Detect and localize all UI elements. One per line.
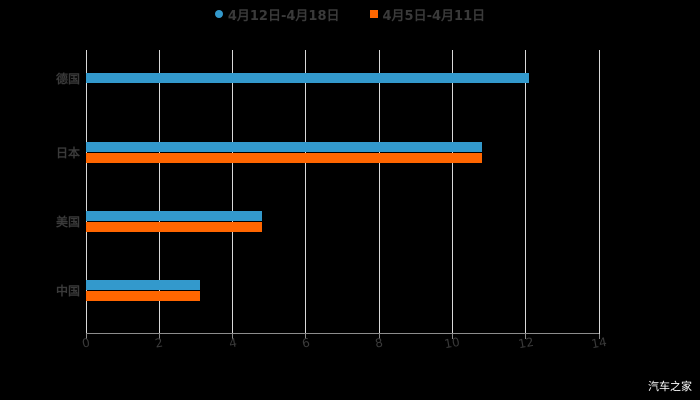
x-tick-label: 12 [516,334,535,352]
gridline [305,50,307,334]
bar[interactable] [86,73,530,83]
square-marker-icon [369,10,378,18]
watermark: 汽车之家 [648,380,692,393]
legend: 4月12日-4月18日 4月5日-4月11日 [0,4,700,24]
x-tick-label: 6 [300,335,311,351]
x-tick [525,334,527,339]
bar[interactable] [86,153,482,163]
gridline [232,50,234,334]
x-tick [451,334,453,339]
legend-label: 4月12日-4月18日 [227,8,340,24]
bar[interactable] [86,222,262,232]
circle-marker-icon [214,10,223,18]
bar[interactable] [86,291,200,301]
gridline [598,50,600,334]
y-category-label: 德国 [55,72,80,86]
plot-area [85,50,600,339]
x-tick [85,334,87,339]
gridline [85,50,87,334]
legend-item-series-1[interactable]: 4月12日-4月18日 [214,5,340,24]
gridline [378,50,380,334]
legend-label: 4月5日-4月11日 [382,8,486,24]
legend-item-series-2[interactable]: 4月5日-4月11日 [369,5,486,24]
gridline [451,50,453,334]
x-tick [232,334,234,339]
x-tick-label: 4 [227,335,238,351]
x-tick-label: 14 [590,334,608,352]
y-category-label: 日本 [55,146,80,160]
bar[interactable] [86,211,262,221]
x-tick [158,334,160,339]
gridline [525,50,527,334]
x-tick [598,334,600,339]
bar[interactable] [86,142,482,152]
x-tick [305,334,307,339]
y-category-label: 美国 [55,215,80,229]
x-axis-line [86,333,599,334]
y-category-label: 中国 [55,284,80,298]
gridline [158,50,160,334]
x-tick-label: 10 [443,334,462,352]
x-tick-label: 2 [154,335,165,351]
x-tick-label: 8 [374,335,385,351]
x-tick-label: 0 [81,335,91,351]
bar[interactable] [86,280,200,290]
x-tick [378,334,380,339]
